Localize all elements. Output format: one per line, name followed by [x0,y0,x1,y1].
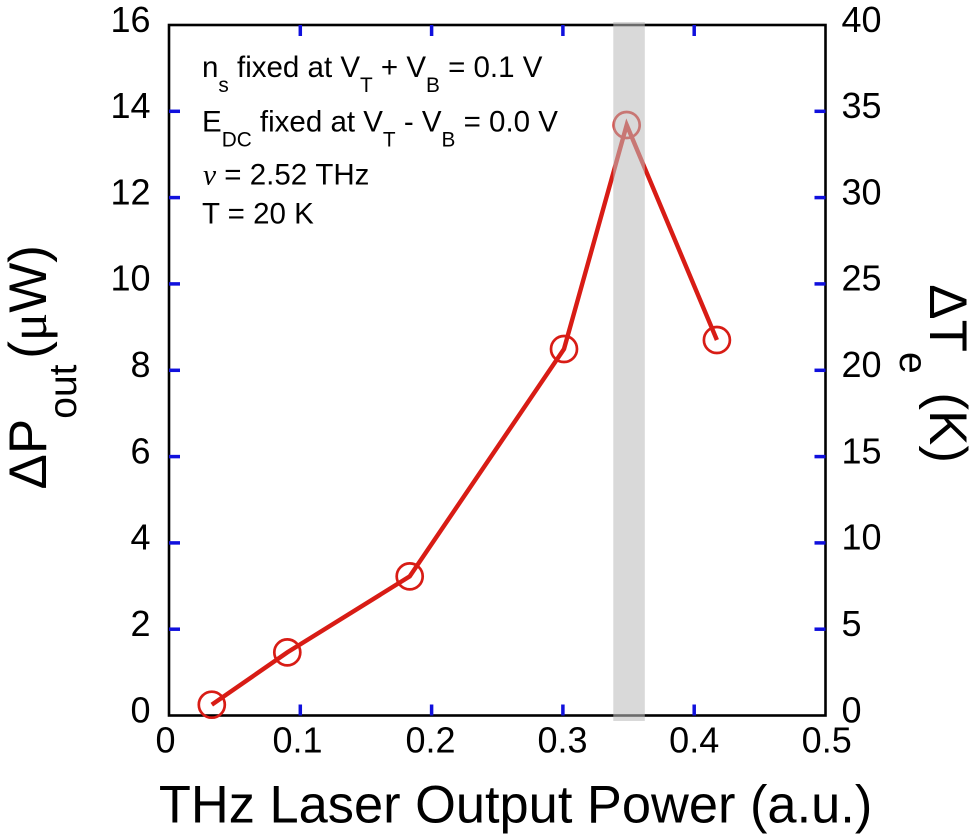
svg-text:THz Laser Output Power (a.u.): THz Laser Output Power (a.u.) [159,777,872,835]
svg-text:0: 0 [130,689,150,730]
svg-text:40: 40 [842,0,882,40]
svg-text:25: 25 [842,258,882,299]
svg-text:0.1: 0.1 [272,720,322,761]
svg-text:ν = 2.52 THz: ν = 2.52 THz [203,159,369,192]
svg-text:2: 2 [130,603,150,644]
svg-text:20: 20 [842,344,882,385]
svg-text:10: 10 [110,258,150,299]
svg-text:15: 15 [842,430,882,471]
svg-text:ΔPout (μW): ΔPout (μW) [0,245,85,489]
svg-text:5: 5 [842,603,862,644]
svg-text:14: 14 [110,85,150,126]
svg-text:16: 16 [110,0,150,40]
svg-text:T = 20 K: T = 20 K [202,197,314,230]
svg-text:EDC fixed at VT - VB = 0.0 V: EDC fixed at VT - VB = 0.0 V [202,105,558,151]
svg-text:35: 35 [842,85,882,126]
svg-text:ΔTe (K): ΔTe (K) [891,284,974,463]
svg-text:0: 0 [842,689,862,730]
svg-text:0.3: 0.3 [537,720,587,761]
svg-text:0: 0 [155,720,175,761]
svg-text:8: 8 [130,344,150,385]
svg-text:12: 12 [110,171,150,212]
svg-text:6: 6 [130,430,150,471]
svg-text:10: 10 [842,517,882,558]
svg-text:4: 4 [130,517,150,558]
svg-text:0.5: 0.5 [802,720,852,761]
svg-text:0.4: 0.4 [669,720,719,761]
svg-text:ns fixed at VT + VB = 0.1 V: ns fixed at VT + VB = 0.1 V [202,51,543,97]
svg-text:30: 30 [842,171,882,212]
svg-text:0.2: 0.2 [405,720,455,761]
